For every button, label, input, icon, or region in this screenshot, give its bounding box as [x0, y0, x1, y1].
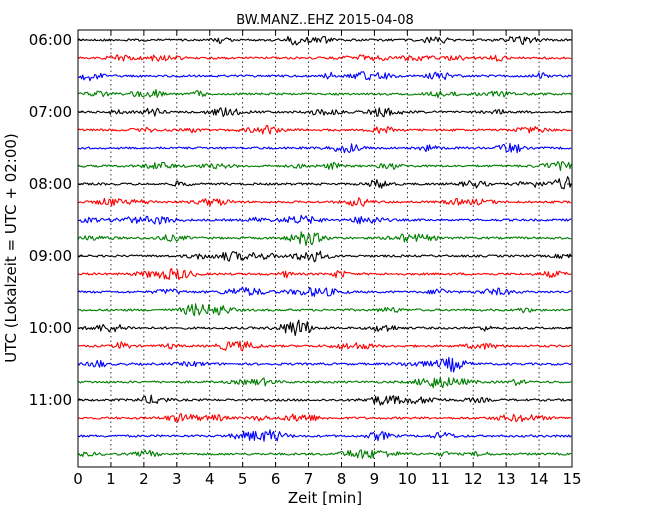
trace-line [77, 231, 572, 247]
x-tick-label: 5 [238, 470, 248, 488]
trace-line [77, 413, 572, 423]
trace-line [77, 142, 572, 154]
trace-line [77, 429, 572, 442]
trace-line [77, 35, 572, 46]
y-axis-label: UTC (Lokalzeit = UTC + 02:00) [2, 133, 20, 363]
trace-line [77, 303, 572, 317]
trace-line [77, 268, 572, 281]
x-axis-label: Zeit [min] [288, 489, 362, 507]
y-tick-label: 11:00 [29, 391, 72, 409]
trace-line [77, 286, 572, 297]
x-tick-label: 4 [205, 470, 215, 488]
trace-line [77, 54, 572, 62]
x-tick-label: 14 [530, 470, 549, 488]
trace-line [77, 214, 572, 225]
trace-line [77, 88, 572, 99]
traces [77, 35, 572, 460]
trace-line [77, 71, 572, 82]
trace-line [77, 176, 572, 190]
x-tick-label: 3 [172, 470, 182, 488]
trace-line [77, 160, 572, 172]
trace-line [77, 356, 572, 373]
trace-line [77, 250, 572, 263]
trace-line [77, 197, 572, 207]
y-tick-label: 09:00 [29, 247, 72, 265]
plot-frame [77, 29, 573, 468]
y-tick-label: 08:00 [29, 175, 72, 193]
chart-title: BW.MANZ..EHZ 2015-04-08 [236, 13, 414, 28]
trace-line [77, 376, 572, 389]
trace-line [77, 107, 572, 118]
x-tick-label: 2 [139, 470, 149, 488]
trace-line [77, 125, 572, 135]
x-tick-label: 9 [370, 470, 380, 488]
x-tick-label: 15 [562, 470, 581, 488]
y-axis-ticks: 06:00 07:00 08:00 09:00 10:00 11:00 [29, 31, 572, 409]
x-tick-label: 7 [304, 470, 314, 488]
grid-lines [110, 30, 540, 467]
x-tick-label: 11 [431, 470, 450, 488]
x-tick-label: 1 [106, 470, 116, 488]
x-tick-label: 6 [271, 470, 281, 488]
x-tick-label: 10 [398, 470, 417, 488]
y-tick-label: 06:00 [29, 31, 72, 49]
x-tick-label: 13 [497, 470, 516, 488]
y-tick-label: 07:00 [29, 103, 72, 121]
x-tick-label: 0 [73, 470, 83, 488]
trace-line [77, 449, 572, 460]
x-tick-label: 12 [464, 470, 483, 488]
trace-line [77, 340, 572, 352]
y-tick-label: 10:00 [29, 319, 72, 337]
x-tick-label: 8 [337, 470, 347, 488]
x-axis-ticks: 0 1 2 3 4 5 6 7 8 9 10 11 12 13 14 15 [73, 30, 582, 488]
trace-line [77, 394, 572, 406]
trace-line [77, 319, 572, 337]
